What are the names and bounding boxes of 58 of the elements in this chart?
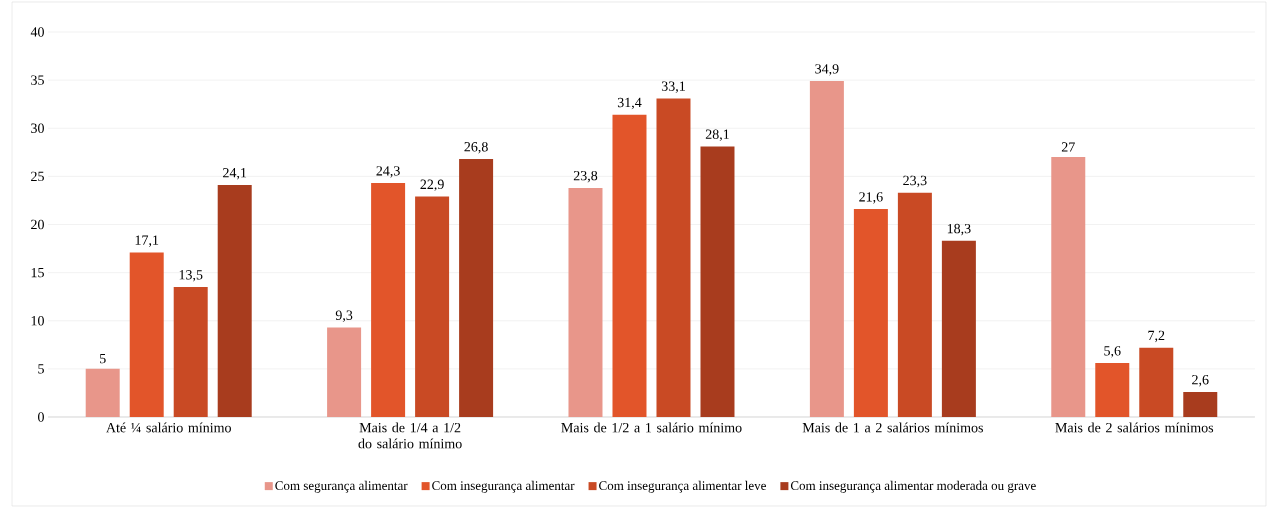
y-tick-label: 10 bbox=[31, 316, 44, 326]
data-label: 24,3 bbox=[376, 166, 400, 178]
bar bbox=[1095, 363, 1130, 417]
bar bbox=[1183, 391, 1218, 417]
x-tick-label: Mais de 2 salários mínimos bbox=[1055, 422, 1214, 433]
y-tick-label: 25 bbox=[31, 171, 44, 182]
x-tick-label: Mais de 1 a 2 salários mínimos bbox=[802, 422, 983, 433]
y-tick-label: 5 bbox=[38, 364, 44, 374]
data-label: 9,3 bbox=[335, 310, 353, 322]
data-label: 26,8 bbox=[464, 142, 488, 154]
legend-label: Com insegurança alimentar moderada ou grave bbox=[790, 480, 1036, 493]
legend-label: Com insegurança alimentar bbox=[432, 480, 575, 493]
bar bbox=[1139, 347, 1174, 417]
bar bbox=[459, 159, 494, 417]
data-label: 23,3 bbox=[903, 175, 927, 188]
legend-label: Com segurança alimentar bbox=[275, 480, 408, 493]
data-label: 33,1 bbox=[661, 81, 685, 93]
bar bbox=[700, 146, 735, 417]
y-tick-label: 0 bbox=[38, 412, 44, 422]
data-label: 2,6 bbox=[1192, 375, 1209, 387]
data-label: 5,6 bbox=[1104, 346, 1121, 358]
data-label: 7,2 bbox=[1148, 330, 1165, 343]
data-label: 24,1 bbox=[223, 168, 247, 180]
legend-label: Com insegurança alimentar leve bbox=[599, 480, 766, 493]
bar bbox=[897, 192, 932, 417]
y-tick-label: 35 bbox=[31, 75, 44, 85]
data-label: 22,9 bbox=[420, 179, 444, 192]
x-tick-label: Mais de 1/4 a 1/2 do salário mínimo bbox=[358, 422, 462, 449]
bar bbox=[612, 114, 647, 417]
bar bbox=[173, 287, 208, 417]
bar bbox=[941, 240, 976, 417]
bar bbox=[415, 196, 450, 417]
data-label: 5 bbox=[100, 354, 106, 364]
data-label: 13,5 bbox=[179, 270, 203, 282]
x-tick-label: Até ¼ salário mínimo bbox=[106, 422, 231, 433]
y-tick-label: 15 bbox=[31, 267, 44, 278]
bar bbox=[656, 98, 691, 417]
data-label: 23,8 bbox=[573, 170, 598, 183]
bar bbox=[371, 183, 406, 417]
data-label: 17,1 bbox=[135, 235, 159, 247]
data-label: 18,3 bbox=[947, 223, 971, 236]
data-label: 21,6 bbox=[859, 192, 883, 204]
bar bbox=[1051, 157, 1086, 417]
bar bbox=[853, 209, 888, 417]
bar bbox=[217, 185, 252, 417]
y-tick-label: 20 bbox=[31, 219, 44, 230]
bar bbox=[809, 81, 844, 417]
y-tick-label: 40 bbox=[30, 27, 44, 37]
data-label: 31,4 bbox=[617, 97, 642, 110]
data-label: 28,1 bbox=[705, 129, 729, 141]
data-label: 34,9 bbox=[815, 64, 839, 76]
bar bbox=[568, 187, 603, 417]
x-tick-label: Mais de 1/2 a 1 salário mínimo bbox=[561, 422, 742, 433]
bar bbox=[129, 252, 164, 417]
y-tick-label: 30 bbox=[31, 123, 44, 133]
bar bbox=[327, 327, 362, 417]
data-label: 27 bbox=[1061, 142, 1075, 152]
bar bbox=[85, 368, 120, 417]
